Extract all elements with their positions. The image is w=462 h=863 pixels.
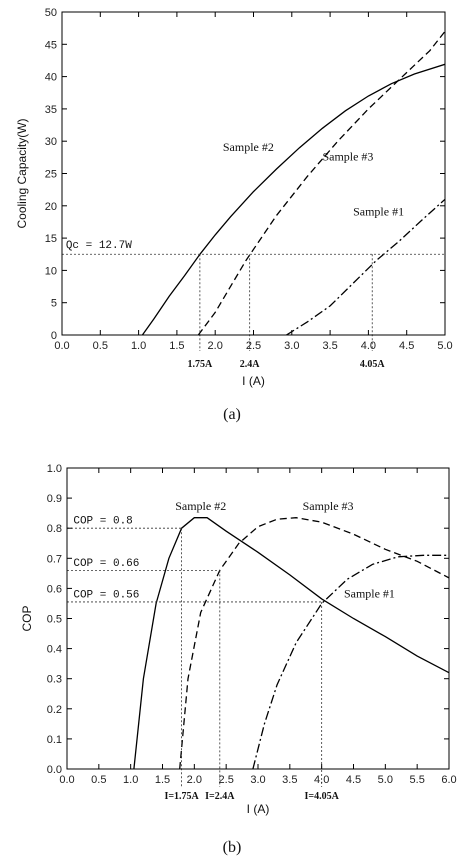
chart-b-y-tick-label: 0.2 [47,704,62,716]
chart-a-series-label: Sample #3 [322,150,373,164]
chart-a-x-axis-label: I (A) [242,374,265,388]
chart-a-x-tick-label: 0.0 [54,340,69,352]
chart-b-series-line-3 [252,554,449,769]
chart-b-reference-label: COP = 0.56 [73,589,139,601]
chart-b-current-label: I=4.05A [305,791,340,802]
chart-a-series-layer [141,30,445,335]
chart-a-x-tick-label: 4.5 [399,340,414,352]
chart-b-y-tick-label: 0.3 [47,674,62,686]
chart-b-x-axis: 0.0 0.5 1.0 1.5 2.0 2.5 3.0 3.5 4.0 4.5 5.0 5.5 6.0 [59,468,457,786]
chart-a-y-axis: 0 5 10 15 20 25 30 35 40 45 50 [45,7,445,342]
chart-a-x-tick-label: 0.5 [93,340,108,352]
chart-b-x-tick-label: 1.5 [155,774,170,786]
chart-b-series-label: Sample #1 [344,586,395,600]
chart-a-y-tick-label: 40 [45,72,57,84]
chart-b: 0.0 0.5 1.0 1.5 2.0 2.5 3.0 3.5 4.0 4.5 5.0 5.5 6.0 … [20,463,457,856]
chart-b-x-tick-label: 2.5 [219,774,234,786]
chart-a-x-tick-label: 1.5 [169,340,184,352]
chart-b-series-label: Sample #3 [303,499,354,513]
chart-b-y-tick-label: 0.5 [47,614,62,626]
chart-b-y-tick-label: 0.0 [47,764,62,776]
chart-a-y-axis-label: Cooling Capacity(W) [15,118,29,228]
chart-a-x-tick-label: 4.0 [361,340,376,352]
chart-b-caption: (b) [223,839,242,856]
chart-b-reference-lines [67,527,323,787]
chart-a-y-tick-label: 30 [45,136,57,148]
chart-b-reference-label: COP = 0.66 [73,558,139,570]
chart-b-x-tick-label: 6.0 [441,774,456,786]
chart-b-y-tick-label: 0.4 [47,644,62,656]
chart-b-x-tick-label: 5.0 [378,774,393,786]
chart-a-series-line-3 [286,198,445,335]
chart-a-y-tick-label: 10 [45,265,57,277]
chart-a-y-tick-label: 25 [45,169,57,181]
chart-b-current-label: I=1.75A [164,791,199,802]
chart-a-x-tick-label: 5.0 [437,340,452,352]
chart-a-y-tick-label: 35 [45,104,57,116]
chart-a-plot-frame [61,11,446,336]
chart-a-x-tick-label: 3.0 [284,340,299,352]
chart-a-y-tick-label: 50 [45,7,57,19]
chart-a-current-label: 2.4A [240,359,261,370]
chart-a-y-tick-label: 20 [45,201,57,213]
chart-a-x-tick-label: 1.0 [131,340,146,352]
chart-a-reference-label: Qc = 12.7W [66,240,132,252]
chart-b-x-tick-label: 4.5 [346,774,361,786]
chart-b-current-label: I=2.4A [205,791,235,802]
chart-b-y-tick-label: 1.0 [47,463,62,475]
chart-a-y-tick-label: 0 [51,330,57,342]
chart-b-x-tick-label: 3.0 [250,774,265,786]
chart-a-x-axis: 0.0 0.5 1.0 1.5 2.0 2.5 3.0 3.5 4.0 4.5 5.0 [54,12,453,352]
chart-b-x-tick-label: 3.5 [282,774,297,786]
chart-a-x-tick-label: 2.5 [246,340,261,352]
chart-a: 0.0 0.5 1.0 1.5 2.0 2.5 3.0 3.5 4.0 4.5 5.0 0 5 10 15… [15,7,453,423]
chart-b-y-tick-label: 0.9 [47,493,62,505]
chart-a-annotations: Sample #2 Sample #3 Sample #1 Qc = 12.7W 1.7… [66,140,404,370]
chart-a-current-label: 4.05A [360,359,386,370]
chart-b-plot-frame [66,467,450,770]
chart-b-x-tick-label: 5.5 [410,774,425,786]
chart-a-y-tick-label: 5 [51,298,57,310]
chart-b-reference-label: COP = 0.8 [73,516,132,528]
chart-a-series-label: Sample #1 [353,204,404,218]
chart-b-x-tick-label: 0.5 [91,774,106,786]
chart-b-y-axis-label: COP [20,605,34,631]
chart-b-y-tick-label: 0.6 [47,583,62,595]
chart-a-current-label: 1.75A [188,359,214,370]
chart-a-series-line-2 [197,30,445,335]
chart-a-series-label: Sample #2 [223,140,274,154]
chart-b-series-label: Sample #2 [175,499,226,513]
chart-b-series-line-2 [179,517,449,769]
chart-b-y-tick-label: 0.8 [47,523,62,535]
chart-b-x-tick-label: 2.0 [187,774,202,786]
chart-a-reference-lines [62,253,445,351]
chart-b-x-axis-label: I (A) [247,802,270,816]
chart-b-y-tick-label: 0.1 [47,734,62,746]
chart-a-caption: (a) [223,406,241,423]
chart-b-y-axis: 0.0 0.1 0.2 0.3 0.4 0.5 0.6 0.7 0.8 0.9 1.0 [47,463,449,776]
chart-b-annotations: Sample #2 Sample #3 Sample #1 COP = 0.8 COP … [73,499,395,802]
chart-b-x-tick-label: 1.0 [123,774,138,786]
chart-b-x-tick-label: 0.0 [59,774,74,786]
chart-b-x-tick-label: 4.0 [314,774,329,786]
chart-b-series-layer [133,517,449,769]
chart-a-x-tick-label: 2.0 [208,340,223,352]
chart-a-y-tick-label: 15 [45,233,57,245]
chart-a-x-tick-label: 3.5 [322,340,337,352]
chart-b-y-tick-label: 0.7 [47,553,62,565]
chart-a-y-tick-label: 45 [45,39,57,51]
chart-a-series-line-1 [141,63,445,335]
chart-b-series-line-1 [133,517,449,769]
